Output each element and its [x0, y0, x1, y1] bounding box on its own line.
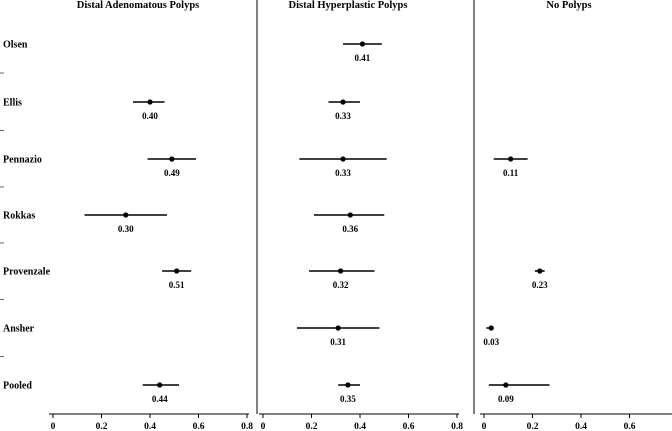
x-tick-label: 0.4 — [575, 422, 587, 431]
estimate-label: 0.30 — [118, 224, 134, 234]
x-tick-label: 0.8 — [241, 422, 253, 431]
x-tick-label: 0 — [51, 422, 56, 431]
estimate-label: 0.41 — [355, 53, 371, 63]
estimate-label: 0.09 — [498, 394, 514, 404]
point-estimate — [345, 382, 351, 388]
x-tick-label: 0.6 — [624, 422, 636, 431]
x-tick-label: 0.4 — [354, 422, 366, 431]
study-label-pennazio: Pennazio — [3, 155, 42, 166]
x-tick-label: 0.6 — [193, 422, 205, 431]
study-label-rokkas: Rokkas — [3, 211, 35, 222]
panel-title: Distal Adenomatous Polyps — [77, 0, 200, 11]
estimate-label: 0.33 — [335, 168, 351, 178]
estimate-label: 0.32 — [333, 280, 349, 290]
x-tick-label: 0.2 — [96, 422, 108, 431]
point-estimate — [335, 325, 341, 331]
estimate-label: 0.03 — [483, 337, 499, 347]
estimate-label: 0.33 — [335, 111, 351, 121]
study-label-provenzale: Provenzale — [3, 267, 51, 278]
x-tick-label: 0 — [261, 422, 266, 431]
point-estimate — [488, 325, 494, 331]
point-estimate — [169, 156, 175, 162]
point-estimate — [503, 382, 509, 388]
panel-title: Distal Hyperplastic Polyps — [288, 0, 407, 11]
estimate-label: 0.35 — [340, 394, 356, 404]
estimate-label: 0.44 — [152, 394, 168, 404]
estimate-label: 0.11 — [503, 168, 519, 178]
point-estimate — [537, 268, 543, 274]
point-estimate — [338, 268, 344, 274]
study-label-ellis: Ellis — [3, 98, 22, 109]
point-estimate — [123, 212, 129, 218]
x-tick-label: 0.2 — [527, 422, 539, 431]
study-label-pooled: Pooled — [3, 381, 32, 392]
x-tick-label: 0.4 — [144, 422, 156, 431]
x-tick-label: 0.2 — [306, 422, 318, 431]
point-estimate — [347, 212, 353, 218]
estimate-label: 0.49 — [164, 168, 180, 178]
panel-title: No Polyps — [546, 0, 591, 11]
point-estimate — [508, 156, 514, 162]
point-estimate — [359, 41, 366, 47]
point-estimate — [340, 99, 346, 105]
x-tick-label: 0.6 — [403, 422, 415, 431]
point-estimate — [340, 156, 346, 162]
study-label-olsen: Olsen — [3, 40, 28, 51]
point-estimate — [174, 268, 180, 274]
point-estimate — [147, 99, 153, 105]
x-tick-label: 0 — [482, 422, 487, 431]
point-estimate — [157, 382, 163, 388]
estimate-label: 0.31 — [330, 337, 346, 347]
estimate-label: 0.51 — [169, 280, 185, 290]
estimate-label: 0.40 — [142, 111, 158, 121]
study-label-ansher: Ansher — [3, 324, 35, 335]
estimate-label: 0.23 — [532, 280, 548, 290]
x-tick-label: 0.8 — [451, 422, 463, 431]
estimate-label: 0.36 — [342, 224, 358, 234]
